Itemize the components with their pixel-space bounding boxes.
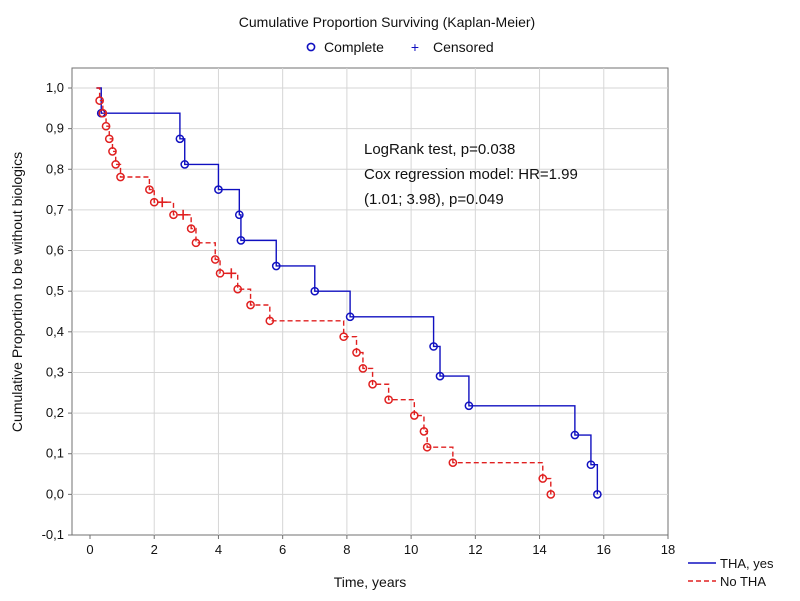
y-tick-label: 0,2 xyxy=(46,405,64,420)
complete-event-marker xyxy=(180,160,190,169)
complete-event-marker xyxy=(234,210,244,220)
complete-event-marker xyxy=(429,342,438,351)
censored-marker xyxy=(178,209,189,220)
y-tick-label: 0,0 xyxy=(46,486,64,501)
complete-event-marker xyxy=(422,442,432,452)
y-tick-label: 0,6 xyxy=(46,243,64,258)
x-tick-label: 18 xyxy=(661,542,675,557)
complete-event-marker xyxy=(215,268,225,278)
x-tick-label: 0 xyxy=(86,542,93,557)
chart-title: Cumulative Proportion Surviving (Kaplan-… xyxy=(239,14,535,30)
complete-event-marker xyxy=(586,460,596,470)
complete-event-marker xyxy=(116,172,125,182)
survival-step-line xyxy=(96,87,599,495)
complete-event-marker xyxy=(104,134,114,144)
survival-step-line xyxy=(96,87,552,495)
complete-event-marker xyxy=(233,284,243,294)
x-tick-label: 12 xyxy=(468,542,482,557)
y-tick-label: 0,4 xyxy=(46,324,64,339)
x-tick-label: 6 xyxy=(279,542,286,557)
series-no-tha xyxy=(95,87,556,499)
x-axis-label: Time, years xyxy=(334,574,407,590)
x-tick-label: 2 xyxy=(151,542,158,557)
complete-event-marker xyxy=(111,160,121,169)
complete-event-marker xyxy=(538,474,548,483)
survival-curves xyxy=(95,87,602,499)
y-tick-label: 0,7 xyxy=(46,202,64,217)
complete-event-marker xyxy=(570,430,580,440)
y-tick-label: 0,9 xyxy=(46,121,64,136)
censored-marker xyxy=(226,268,237,279)
y-tick-label: 0,5 xyxy=(46,283,64,298)
complete-event-marker xyxy=(210,255,220,264)
complete-event-marker xyxy=(271,261,281,271)
complete-event-marker xyxy=(339,332,349,342)
complete-marker-icon xyxy=(306,42,316,52)
legend-label-tha-yes: THA, yes xyxy=(720,556,774,571)
complete-event-marker xyxy=(98,108,108,118)
y-tick-label: 0,1 xyxy=(46,446,64,461)
complete-event-marker xyxy=(265,316,275,326)
censored-legend-label: Censored xyxy=(433,39,494,55)
complete-event-marker xyxy=(175,134,185,144)
complete-event-marker xyxy=(593,490,602,499)
complete-event-marker xyxy=(352,348,361,357)
complete-event-marker xyxy=(169,210,178,220)
complete-event-marker xyxy=(448,458,458,468)
complete-event-marker xyxy=(310,286,320,296)
legend-label-no-tha: No THA xyxy=(720,574,766,589)
complete-event-marker xyxy=(409,411,419,420)
x-tick-label: 14 xyxy=(532,542,546,557)
grid-lines xyxy=(68,68,669,539)
complete-event-marker xyxy=(236,236,246,245)
complete-event-marker xyxy=(464,401,474,411)
x-tick-labels: 0 2 4 6 8 10 12 14 16 18 xyxy=(86,542,675,557)
complete-event-marker xyxy=(95,96,104,105)
complete-event-marker xyxy=(435,371,445,381)
x-tick-label: 16 xyxy=(597,542,611,557)
annotation-box: LogRank test, p=0.038 Cox regression mod… xyxy=(364,141,578,208)
y-tick-label: -0,1 xyxy=(42,527,64,542)
censored-marker xyxy=(157,197,168,208)
complete-event-marker xyxy=(191,238,201,248)
plot-area xyxy=(71,67,669,536)
complete-event-marker xyxy=(419,427,429,436)
annotation-logrank: LogRank test, p=0.038 xyxy=(364,141,515,158)
marker-legend: Complete + Censored xyxy=(306,39,494,55)
complete-event-marker xyxy=(358,364,368,373)
y-tick-label: 1,0 xyxy=(46,80,64,95)
complete-event-marker xyxy=(145,185,154,194)
complete-legend-label: Complete xyxy=(324,39,384,55)
censored-marker-icon: + xyxy=(411,39,419,55)
complete-event-marker xyxy=(108,147,117,156)
complete-event-marker xyxy=(546,490,556,499)
x-tick-label: 10 xyxy=(404,542,418,557)
x-tick-label: 4 xyxy=(215,542,222,557)
series-tha-yes xyxy=(96,87,602,499)
complete-event-marker xyxy=(246,300,255,310)
y-tick-label: 0,3 xyxy=(46,364,64,379)
complete-event-marker xyxy=(368,379,377,389)
annotation-cox: Cox regression model: HR=1.99 xyxy=(364,166,578,183)
x-tick-label: 8 xyxy=(343,542,350,557)
series-legend: THA, yes No THA xyxy=(688,556,774,589)
complete-event-marker xyxy=(214,185,223,194)
y-axis-label: Cumulative Proportion to be without biol… xyxy=(9,152,25,432)
complete-event-marker xyxy=(101,121,111,131)
complete-event-marker xyxy=(384,395,393,405)
y-tick-labels: -0,1 0,0 0,1 0,2 0,3 0,4 0,5 0,6 0,7 0,8 0,9 1,0 xyxy=(42,80,64,542)
complete-event-marker xyxy=(345,312,355,322)
y-tick-label: 0,8 xyxy=(46,161,64,176)
annotation-ci: (1.01; 3.98), p=0.049 xyxy=(364,191,504,208)
complete-event-marker xyxy=(186,224,196,233)
